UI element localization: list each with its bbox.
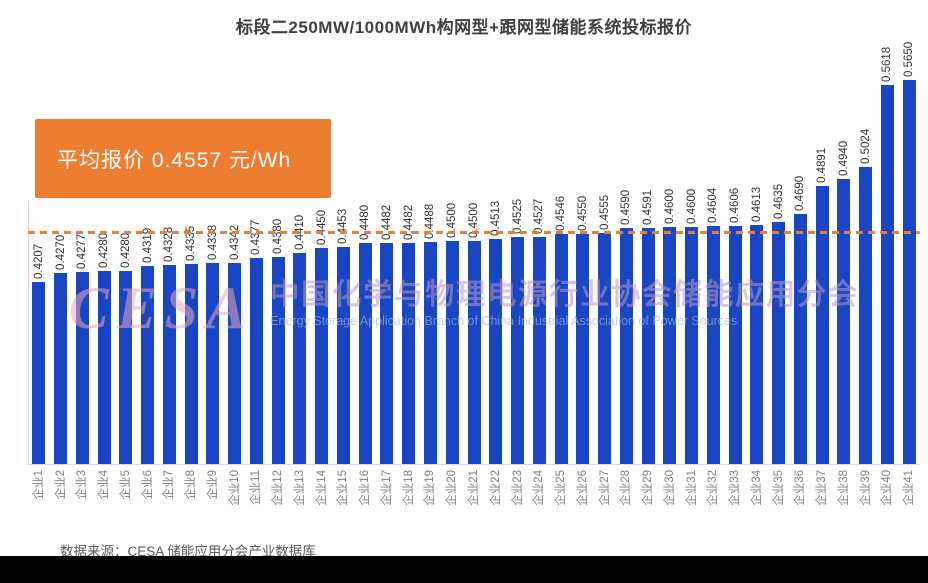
bar-企业32 [706,226,720,464]
bar-企业10 [228,262,242,464]
bar-企业1 [32,281,46,464]
data-source-note: 数据来源：CESA 储能应用分会产业数据库 [60,544,316,559]
bar-企业15 [336,247,350,464]
bar-企业13 [293,253,307,464]
bar-企业14 [315,247,329,464]
x-axis-labels: 企业1 企业2 企业3 企业4 企业5 企业6 企业7 企业8 企业9 企业10 企业11 企业12 企… [32,470,916,506]
bar-企业38 [837,179,851,464]
bar-企业35 [772,221,786,464]
bar-企业25 [554,234,568,464]
bar-企业39 [859,167,873,464]
bar-企业2 [54,272,68,464]
bar-企业24 [532,236,546,464]
bar-企业11 [249,257,263,464]
bar-企业37 [815,186,829,464]
bar-企业28 [619,228,633,464]
bar-企业16 [358,243,372,464]
bar-企业23 [511,237,524,464]
bar-企业26 [576,233,590,464]
bar-企业22 [489,238,503,464]
bar-企业31 [685,226,699,464]
bar-企业4 [97,271,111,464]
plot-area: 0.4207 0.4270 0.4277 0.4280 0.4280 0.4319 0.43… [28,42,920,464]
bar-企业9 [206,263,220,464]
bar-企业34 [750,224,764,464]
chart-title: 标段二250MW/1000MWh构网型+跟网型储能系统投标报价 [235,18,693,37]
bar-企业40 [880,84,894,464]
bar-企业21 [467,240,481,464]
bar-企业41 [902,80,916,464]
bar-企业19 [423,242,437,464]
bar-企业29 [641,227,655,464]
bar-企业20 [445,240,459,464]
bar-企业8 [184,263,198,464]
bar-企业3 [75,271,89,464]
bar-企业33 [728,225,742,464]
average-price-callout: 平均报价 0.4557 元/Wh [35,119,331,198]
bar-企业30 [663,226,677,464]
bar-企业27 [598,232,612,464]
bar-企业18 [402,243,416,464]
bar-企业17 [380,243,394,464]
plot-left-edge-line [28,200,29,464]
bar-企业5 [119,271,133,464]
average-price-dashed-line [28,230,920,234]
x-axis-line [28,464,920,465]
bar-企业7 [162,264,176,464]
bar-企业6 [141,265,155,464]
bar-企业36 [793,214,807,464]
bottom-black-strip [0,556,928,583]
bar-企业12 [271,257,285,464]
